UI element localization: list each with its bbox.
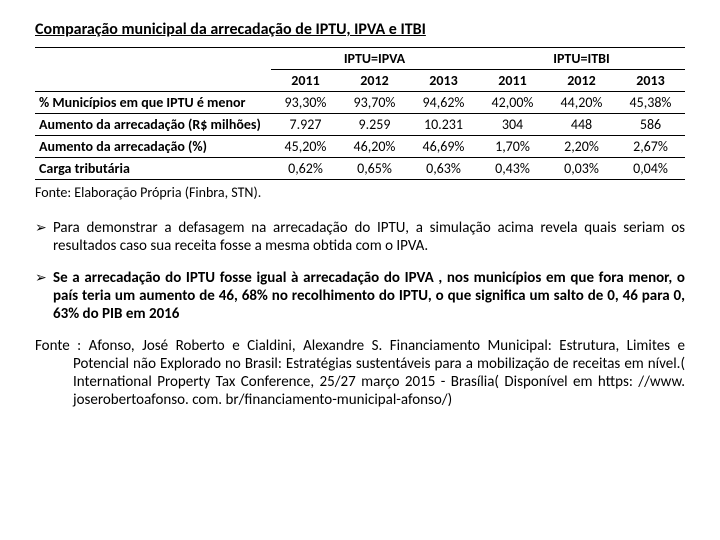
table-source: Fonte: Elaboração Própria (Finbra, STN). (35, 184, 685, 201)
cell: 0,65% (340, 158, 409, 180)
empty-header-2 (35, 70, 271, 92)
cell: 44,20% (547, 92, 616, 114)
cell: 2,67% (616, 136, 685, 158)
cell: 0,62% (271, 158, 340, 180)
cell: 45,38% (616, 92, 685, 114)
cell: 10.231 (409, 114, 478, 136)
bullet-text-1: Para demonstrar a defasagem na arrecadaç… (53, 219, 685, 255)
cell: 46,69% (409, 136, 478, 158)
table-row: % Municípios em que IPTU é menor 93,30% … (35, 92, 685, 114)
slide-title: Comparação municipal da arrecadação de I… (35, 20, 685, 39)
cell: 586 (616, 114, 685, 136)
table-row: Aumento da arrecadação (R$ milhões) 7.92… (35, 114, 685, 136)
cell: 93,70% (340, 92, 409, 114)
cell: 93,30% (271, 92, 340, 114)
cell: 0,04% (616, 158, 685, 180)
cell: 94,62% (409, 92, 478, 114)
bullet-text-2: Se a arrecadação do IPTU fosse igual à a… (53, 269, 685, 323)
year-header: 2013 (409, 70, 478, 92)
row-label: % Municípios em que IPTU é menor (35, 92, 271, 114)
cell: 1,70% (478, 136, 547, 158)
group-header-ipva: IPTU=IPVA (271, 48, 478, 70)
bullet-marker-icon: ➢ (35, 269, 53, 286)
cell: 0,63% (409, 158, 478, 180)
cell: 42,00% (478, 92, 547, 114)
table-row: Carga tributária 0,62% 0,65% 0,63% 0,43%… (35, 158, 685, 180)
cell: 304 (478, 114, 547, 136)
table-row: Aumento da arrecadação (%) 45,20% 46,20%… (35, 136, 685, 158)
year-header: 2011 (478, 70, 547, 92)
cell: 2,20% (547, 136, 616, 158)
bullet-marker-icon: ➢ (35, 219, 53, 236)
cell: 45,20% (271, 136, 340, 158)
row-label: Aumento da arrecadação (R$ milhões) (35, 114, 271, 136)
bullet-item-1: ➢ Para demonstrar a defasagem na arrecad… (35, 219, 685, 255)
row-label: Aumento da arrecadação (%) (35, 136, 271, 158)
year-header: 2011 (271, 70, 340, 92)
bullet-item-2: ➢ Se a arrecadação do IPTU fosse igual à… (35, 269, 685, 323)
comparison-table: IPTU=IPVA IPTU=ITBI 2011 2012 2013 2011 … (35, 47, 685, 180)
year-header: 2012 (340, 70, 409, 92)
empty-header (35, 48, 271, 70)
cell: 46,20% (340, 136, 409, 158)
cell: 0,43% (478, 158, 547, 180)
year-header: 2013 (616, 70, 685, 92)
row-label: Carga tributária (35, 158, 271, 180)
group-header-itbi: IPTU=ITBI (478, 48, 685, 70)
table-body: % Municípios em que IPTU é menor 93,30% … (35, 92, 685, 180)
year-header: 2012 (547, 70, 616, 92)
cell: 9.259 (340, 114, 409, 136)
cell: 7.927 (271, 114, 340, 136)
reference-text: Fonte : Afonso, José Roberto e Cialdini,… (35, 337, 685, 409)
cell: 0,03% (547, 158, 616, 180)
cell: 448 (547, 114, 616, 136)
